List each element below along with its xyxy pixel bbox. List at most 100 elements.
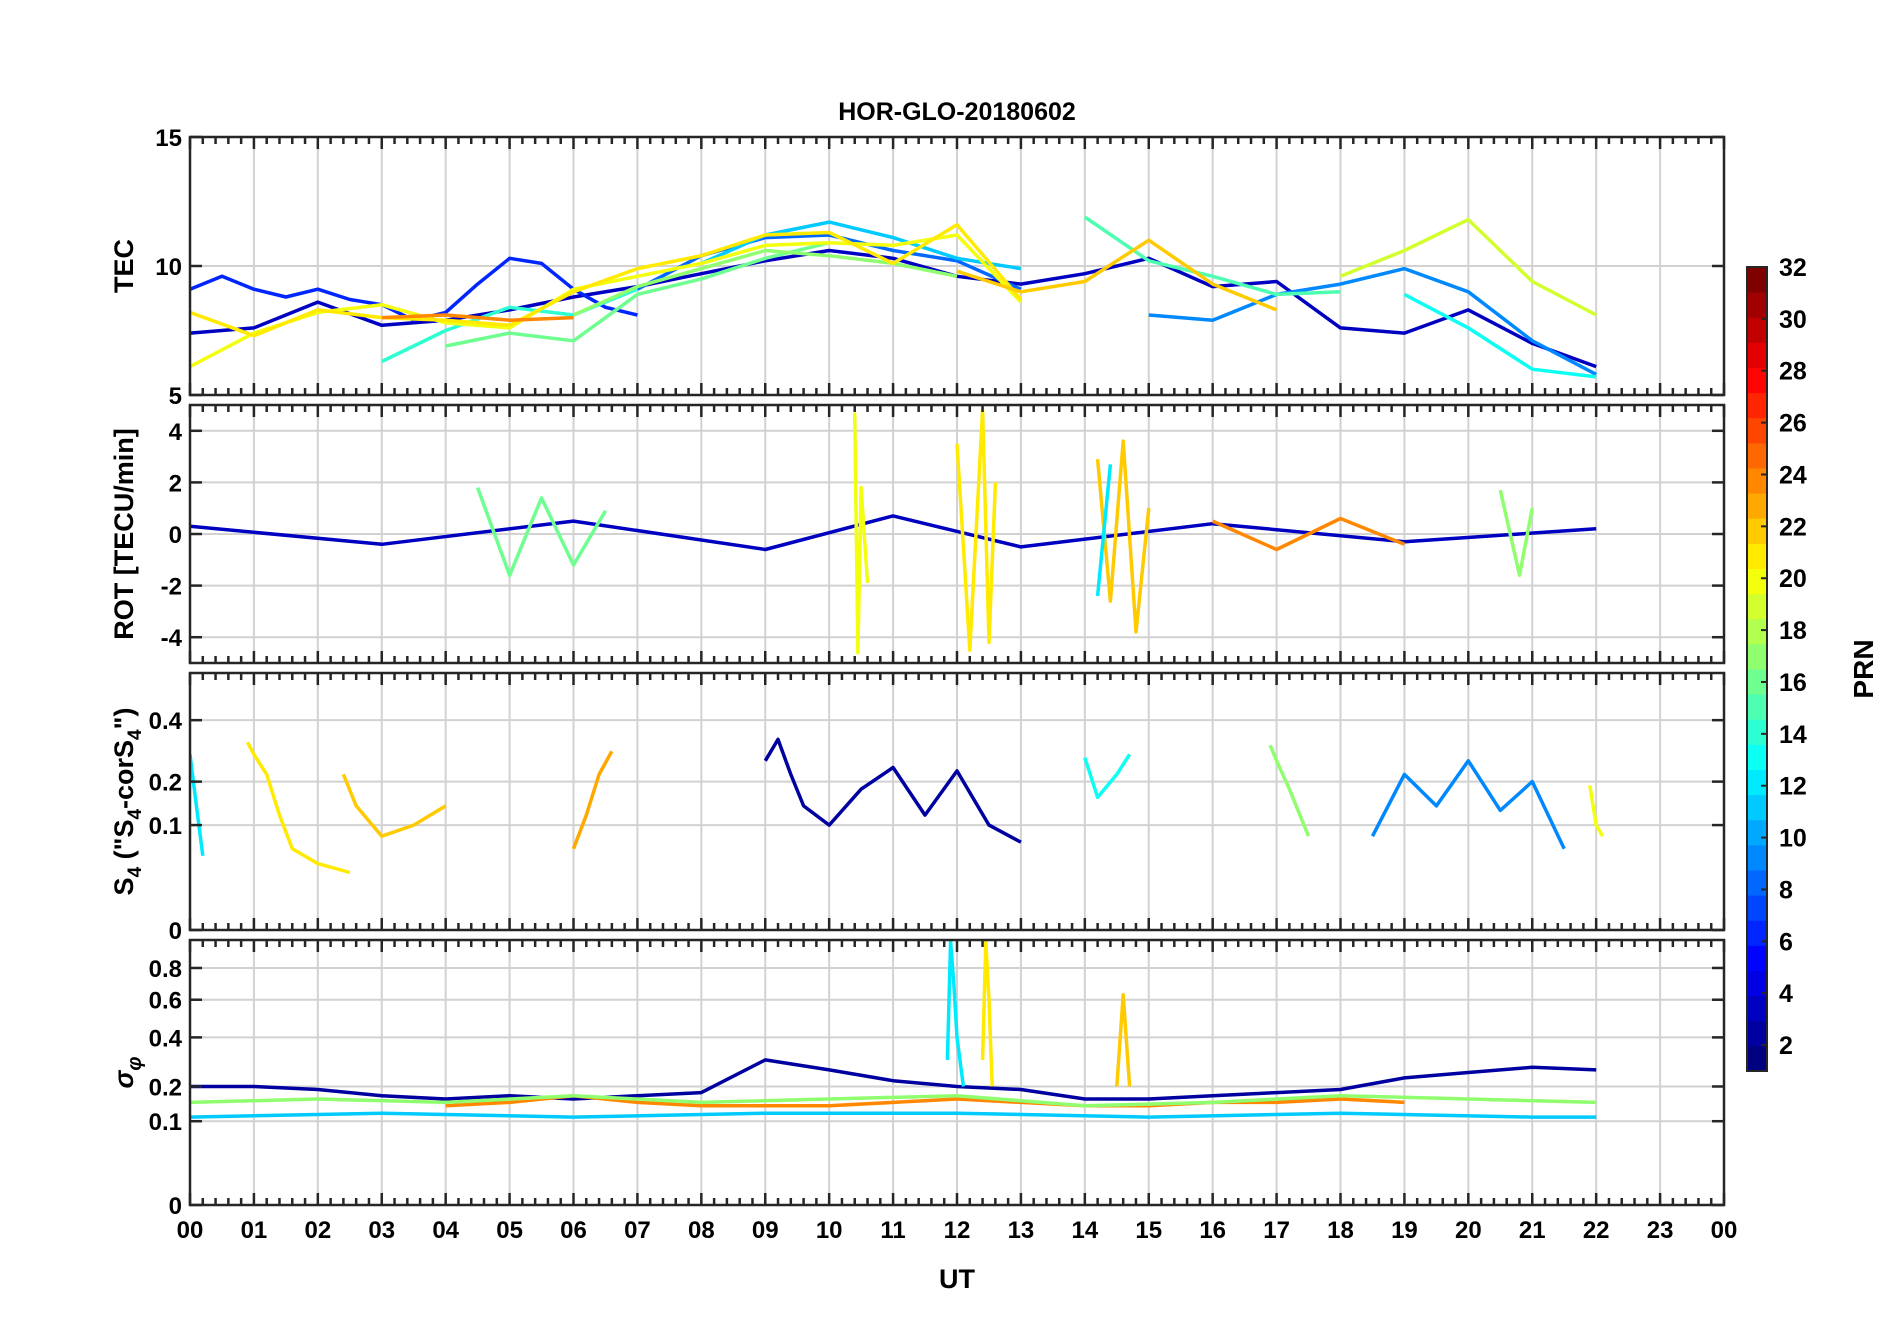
colorbar-segment xyxy=(1747,819,1767,846)
series-line-prn-17 xyxy=(1268,744,1311,837)
colorbar-label: PRN xyxy=(1848,639,1879,698)
x-tick-label: 08 xyxy=(688,1217,715,1244)
panel-3: 0 0.1 0.2 0.4 0.6 0.8 xyxy=(149,938,1726,1220)
colorbar-tick-label: 26 xyxy=(1779,410,1807,438)
y-tick-label: 2 xyxy=(169,470,182,497)
colorbar-tick-label: 18 xyxy=(1779,617,1807,645)
colorbar-segment xyxy=(1747,870,1767,896)
series-line-prn-12 xyxy=(1095,464,1113,597)
colorbar-tick-label: 16 xyxy=(1779,669,1807,697)
series-line-prn-13 xyxy=(1083,753,1132,800)
y-axis-label-1: ROT [TECU/min] xyxy=(109,428,139,639)
colorbar-tick-label: 22 xyxy=(1779,513,1807,541)
y-tick-label: 10 xyxy=(155,254,182,281)
colorbar-tick-label: 24 xyxy=(1779,461,1807,489)
colorbar-segment xyxy=(1747,493,1767,519)
x-tick-label: 23 xyxy=(1647,1217,1674,1244)
colorbar-segment xyxy=(1747,317,1767,343)
y-axis-label-0: TEC xyxy=(109,239,139,293)
series-line-prn-9 xyxy=(1370,759,1566,850)
colorbar-tick-label: 2 xyxy=(1779,1032,1793,1060)
y-tick-label: 0 xyxy=(169,918,182,945)
y-axis-label-3: σφ xyxy=(109,1057,146,1089)
series-group xyxy=(190,408,1597,655)
chart-title: HOR-GLO-20180602 xyxy=(838,98,1076,126)
series-group xyxy=(190,940,1597,1119)
colorbar-segment xyxy=(1747,292,1767,318)
series-line-prn-20 xyxy=(852,412,870,655)
x-tick-label: 02 xyxy=(304,1217,331,1244)
panel-1: -4 -2 0 2 4 xyxy=(161,403,1726,665)
colorbar-segment xyxy=(1747,593,1767,620)
x-tick-label: 03 xyxy=(368,1217,395,1244)
y-tick-label: 0 xyxy=(169,522,182,549)
colorbar-segment xyxy=(1747,794,1767,821)
colorbar-tick-label: 32 xyxy=(1779,254,1807,282)
y-tick-label: 0.6 xyxy=(149,988,182,1015)
x-tick-label: 10 xyxy=(816,1217,843,1244)
series-line-prn-20 xyxy=(1588,785,1605,838)
series-line-prn-22 xyxy=(956,238,1278,312)
axes-box xyxy=(188,135,1726,397)
colorbar-segment xyxy=(1747,392,1767,419)
colorbar-segment xyxy=(1747,895,1767,921)
x-tick-label: 15 xyxy=(1135,1217,1162,1244)
x-tick-label: 17 xyxy=(1263,1217,1290,1244)
colorbar-segment xyxy=(1747,618,1767,645)
x-tick-label: 21 xyxy=(1519,1217,1546,1244)
series-line-prn-11 xyxy=(190,1111,1597,1119)
colorbar-tick-label: 12 xyxy=(1779,773,1807,801)
colorbar-frame xyxy=(1746,266,1768,1072)
colorbar-segment xyxy=(1747,267,1767,293)
x-tick-label: 05 xyxy=(496,1217,523,1244)
series-line-prn-13 xyxy=(1403,292,1597,379)
colorbar-segment xyxy=(1747,468,1767,494)
series-group xyxy=(190,737,1605,875)
colorbar-segment xyxy=(1747,442,1767,469)
colorbar-segment xyxy=(1747,518,1767,544)
x-tick-label: 00 xyxy=(177,1217,204,1244)
y-axis-label-2: S4 ("S4-corS4") xyxy=(109,708,146,896)
x-tick-label: 04 xyxy=(432,1217,459,1244)
x-tick-label: 13 xyxy=(1008,1217,1035,1244)
colorbar-segment xyxy=(1747,643,1767,670)
series-line-prn-21 xyxy=(190,222,1023,338)
y-tick-label: 0.4 xyxy=(149,708,183,735)
x-tick-label: 11 xyxy=(880,1217,905,1244)
y-tick-label: 5 xyxy=(169,383,182,410)
x-axis-label: UT xyxy=(939,1264,975,1294)
colorbar-segment xyxy=(1747,744,1767,770)
colorbar-segment xyxy=(1747,769,1767,796)
x-tick-label: 18 xyxy=(1327,1217,1354,1244)
x-tick-label: 16 xyxy=(1199,1217,1226,1244)
colorbar-segment xyxy=(1747,342,1767,368)
colorbar-tick-label: 4 xyxy=(1779,980,1793,1008)
colorbar-segment xyxy=(1747,694,1767,720)
y-tick-label: 4 xyxy=(169,419,183,446)
series-line-prn-16 xyxy=(445,241,830,348)
colorbar-segment xyxy=(1747,367,1767,394)
panel-0: 5 10 15 xyxy=(155,125,1726,410)
series-line-prn-12 xyxy=(945,940,966,1087)
series-line-prn-22 xyxy=(341,773,447,838)
colorbar-tick-label: 20 xyxy=(1779,565,1807,593)
x-tick-label: 06 xyxy=(560,1217,587,1244)
colorbar-segment xyxy=(1747,945,1767,971)
y-tick-label: 0.4 xyxy=(149,1025,183,1052)
series-line-prn-3 xyxy=(190,248,1597,369)
series-line-prn-16 xyxy=(475,487,608,578)
series-line-prn-2 xyxy=(763,737,1022,844)
colorbar-segment xyxy=(1747,1045,1767,1072)
colorbar-segment xyxy=(1747,568,1767,595)
colorbar-tick-label: 6 xyxy=(1779,928,1793,956)
x-tick-label: 12 xyxy=(944,1217,971,1244)
series-line-prn-21 xyxy=(980,940,994,1087)
y-tick-label: 0.2 xyxy=(149,770,182,797)
colorbar-segment xyxy=(1747,669,1767,695)
y-tick-label: -4 xyxy=(161,625,183,652)
series-line-prn-3 xyxy=(190,514,1597,552)
series-line-prn-12 xyxy=(190,754,205,857)
series-line-prn-22 xyxy=(1095,439,1151,634)
axes-box xyxy=(188,938,1726,1207)
